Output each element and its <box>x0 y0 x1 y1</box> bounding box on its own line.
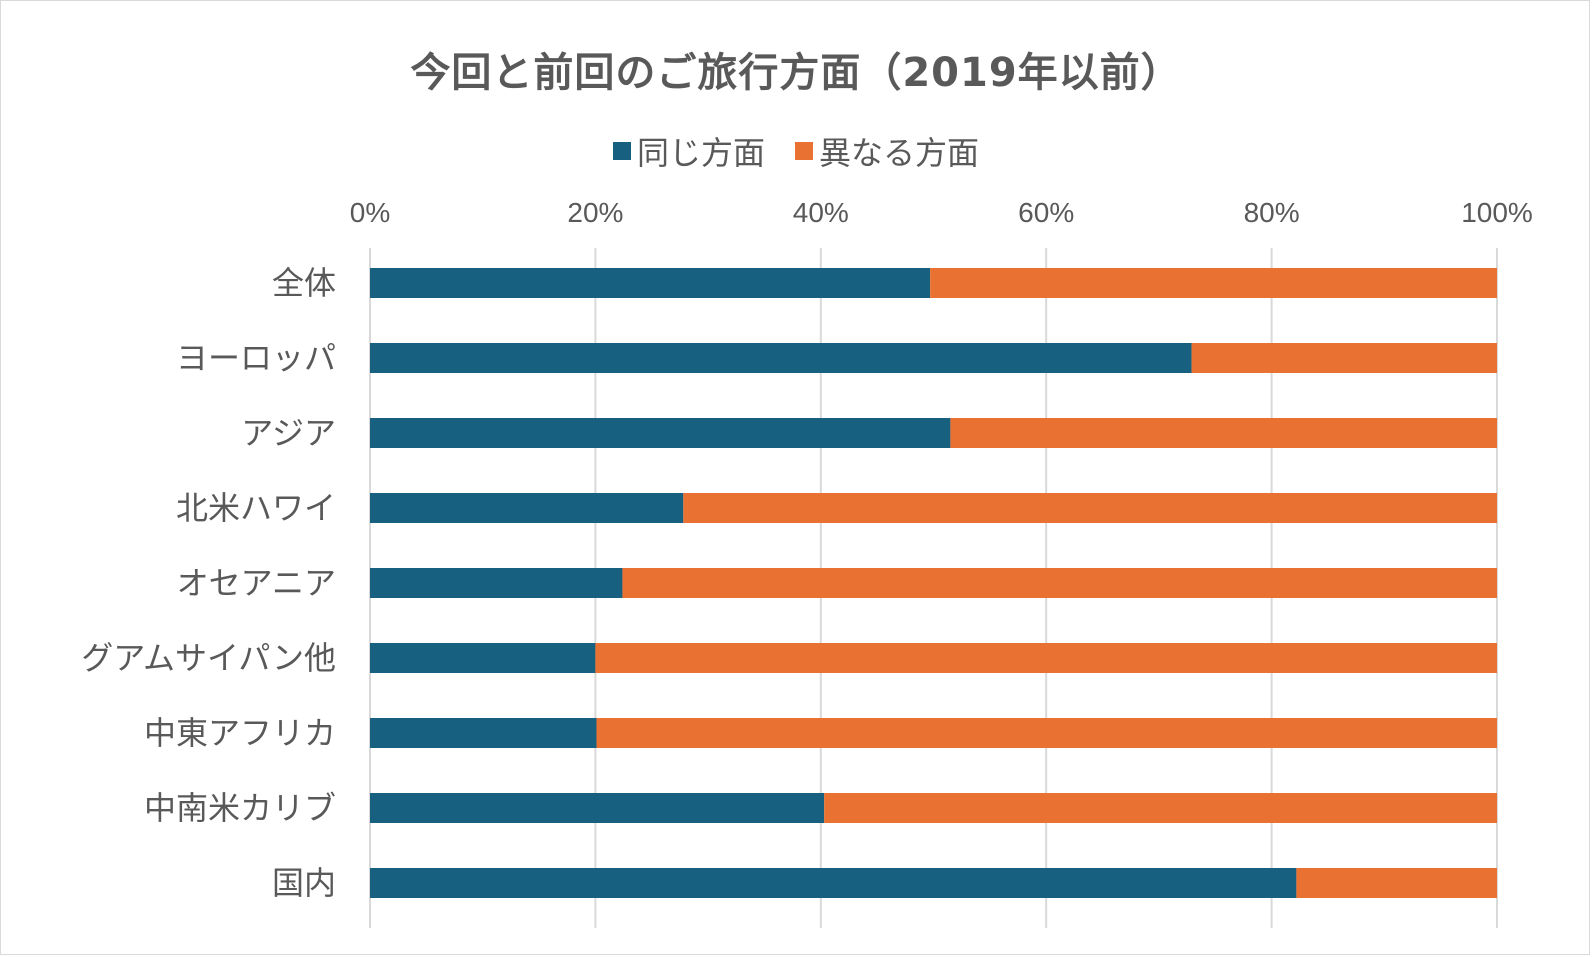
bar-same-direction[interactable] <box>370 343 1192 373</box>
bar-same-direction[interactable] <box>370 868 1297 898</box>
x-tick-label: 40% <box>793 197 849 228</box>
category-label: オセアニア <box>177 564 336 602</box>
legend-label-same: 同じ方面 <box>636 134 765 172</box>
category-label: 北米ハワイ <box>176 489 336 527</box>
category-label: 国内 <box>272 864 336 902</box>
bar-same-direction[interactable] <box>370 493 684 523</box>
bar-different-direction[interactable] <box>622 568 1497 598</box>
category-label: ヨーロッパ <box>176 339 336 377</box>
bar-different-direction[interactable] <box>950 418 1497 448</box>
bar-same-direction[interactable] <box>370 718 597 748</box>
legend-label-different: 異なる方面 <box>819 134 980 172</box>
bar-same-direction[interactable] <box>370 568 623 598</box>
category-label: グアムサイパン他 <box>81 639 336 677</box>
category-label: アジア <box>241 414 336 452</box>
bar-same-direction[interactable] <box>370 418 951 448</box>
x-tick-label: 100% <box>1461 197 1533 228</box>
bar-different-direction[interactable] <box>596 718 1497 748</box>
legend-swatch-different <box>795 142 813 160</box>
bar-different-direction[interactable] <box>595 643 1497 673</box>
bar-same-direction[interactable] <box>370 793 825 823</box>
bar-same-direction[interactable] <box>370 643 596 673</box>
chart-title: 今回と前回のご旅行方面（2019年以前） <box>410 50 1182 96</box>
category-label: 中東アフリカ <box>144 714 336 752</box>
legend: 同じ方面 異なる方面 <box>0 128 1592 174</box>
x-tick-label: 80% <box>1244 197 1300 228</box>
bar-different-direction[interactable] <box>683 493 1497 523</box>
x-tick-label: 60% <box>1018 197 1074 228</box>
legend-item-different[interactable]: 異なる方面 <box>795 128 979 174</box>
category-label: 中南米カリブ <box>144 789 336 827</box>
x-tick-label: 20% <box>567 197 623 228</box>
bar-same-direction[interactable] <box>370 268 931 298</box>
legend-swatch-same <box>612 142 631 160</box>
bar-different-direction[interactable] <box>1191 343 1497 373</box>
x-tick-label: 0% <box>350 197 390 228</box>
legend-item-same[interactable]: 同じ方面 <box>612 128 765 174</box>
bar-different-direction[interactable] <box>930 268 1497 298</box>
bar-different-direction[interactable] <box>824 793 1497 823</box>
bar-different-direction[interactable] <box>1296 868 1497 898</box>
category-label: 全体 <box>272 264 336 302</box>
